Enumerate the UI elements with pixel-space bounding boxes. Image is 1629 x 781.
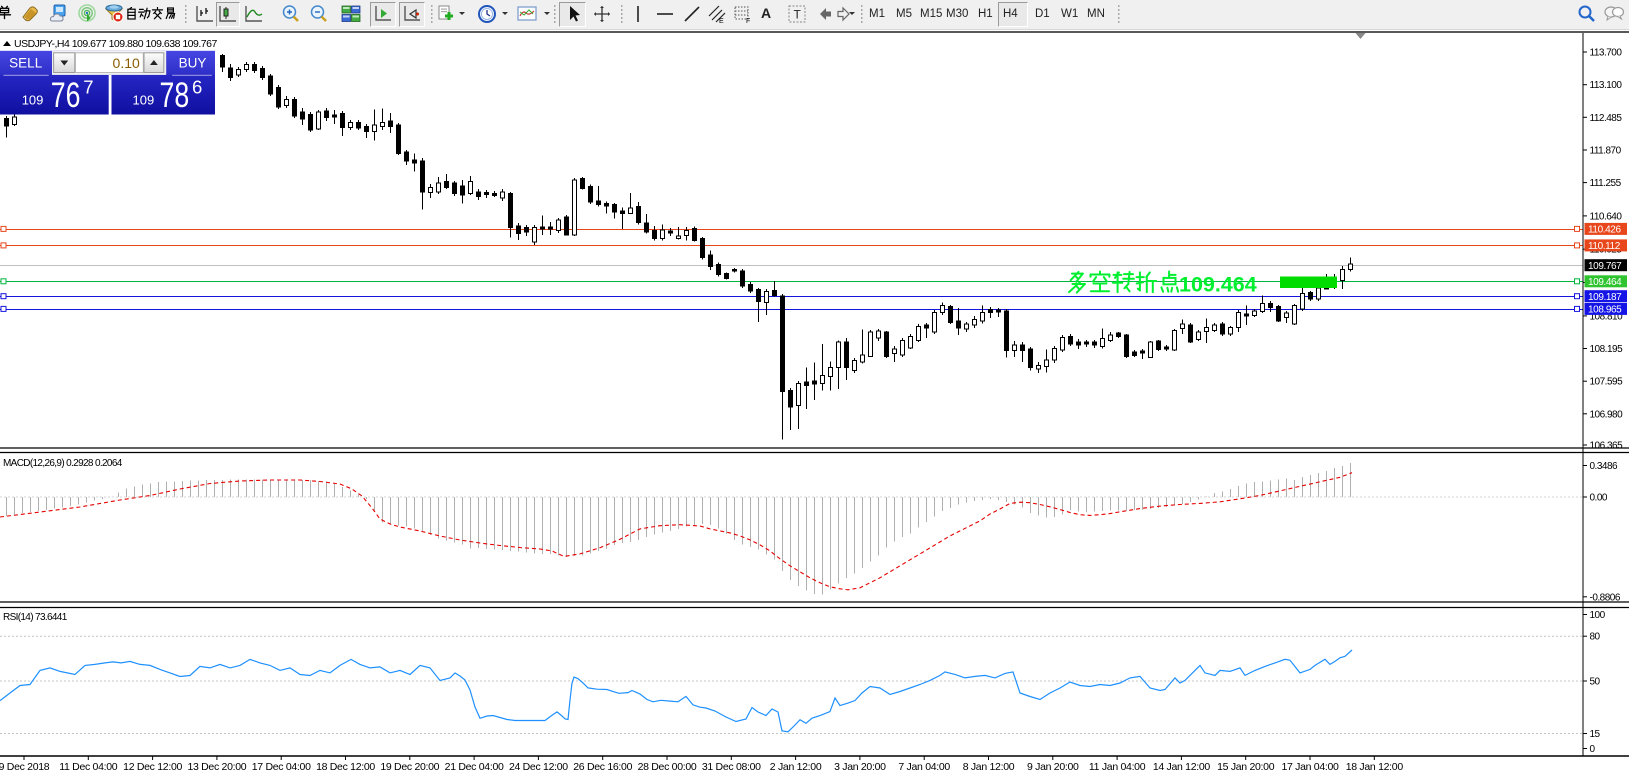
svg-text:107.595: 107.595 <box>1590 377 1624 388</box>
svg-text:19 Dec 20:00: 19 Dec 20:00 <box>380 761 439 773</box>
svg-text:BUY: BUY <box>179 56 207 71</box>
svg-text:0.3486: 0.3486 <box>1590 461 1619 472</box>
svg-text:3 Jan 20:00: 3 Jan 20:00 <box>834 761 886 773</box>
svg-text:21 Dec 04:00: 21 Dec 04:00 <box>445 761 504 773</box>
svg-text:12 Dec 12:00: 12 Dec 12:00 <box>123 761 182 773</box>
svg-text:106.980: 106.980 <box>1590 409 1624 420</box>
svg-text:109: 109 <box>132 92 154 107</box>
svg-text:0.00: 0.00 <box>1590 493 1608 504</box>
svg-text:18 Dec 12:00: 18 Dec 12:00 <box>316 761 375 773</box>
svg-text:0: 0 <box>1590 744 1596 755</box>
svg-text:100: 100 <box>1590 610 1606 621</box>
svg-text:MACD(12,26,9) 0.2928 0.2064: MACD(12,26,9) 0.2928 0.2064 <box>3 458 123 469</box>
svg-text:0.10: 0.10 <box>113 55 140 71</box>
svg-text:110.426: 110.426 <box>1588 225 1621 236</box>
svg-text:E: E <box>719 18 724 24</box>
svg-text:28 Dec 00:00: 28 Dec 00:00 <box>638 761 697 773</box>
svg-text:26 Dec 16:00: 26 Dec 16:00 <box>573 761 632 773</box>
svg-text:110.112: 110.112 <box>1588 241 1621 252</box>
svg-text:113.100: 113.100 <box>1590 80 1623 91</box>
svg-text:17 Dec 04:00: 17 Dec 04:00 <box>252 761 311 773</box>
svg-text:106.365: 106.365 <box>1590 441 1624 452</box>
svg-text:T: T <box>794 8 802 22</box>
svg-text:18 Jan 12:00: 18 Jan 12:00 <box>1346 761 1404 773</box>
svg-text:13 Dec 20:00: 13 Dec 20:00 <box>187 761 246 773</box>
svg-text:112.485: 112.485 <box>1590 113 1623 124</box>
svg-text:113.700: 113.700 <box>1590 48 1623 59</box>
svg-text:-0.8806: -0.8806 <box>1590 592 1621 603</box>
svg-text:6: 6 <box>192 77 202 98</box>
svg-text:SELL: SELL <box>9 56 43 71</box>
svg-text:15 Jan 20:00: 15 Jan 20:00 <box>1217 761 1275 773</box>
svg-text:110.640: 110.640 <box>1590 211 1623 222</box>
svg-text:109.464: 109.464 <box>1179 273 1257 297</box>
svg-text:31 Dec 08:00: 31 Dec 08:00 <box>702 761 761 773</box>
svg-text:109.464: 109.464 <box>1588 277 1622 288</box>
svg-text:78: 78 <box>160 76 190 115</box>
svg-text:7 Jan 04:00: 7 Jan 04:00 <box>898 761 950 773</box>
svg-text:109.767: 109.767 <box>1588 261 1622 272</box>
svg-text:7: 7 <box>83 77 93 98</box>
svg-text:76: 76 <box>51 76 81 115</box>
svg-text:9 Jan 20:00: 9 Jan 20:00 <box>1027 761 1079 773</box>
svg-text:11 Jan 04:00: 11 Jan 04:00 <box>1089 761 1146 773</box>
svg-text:F: F <box>746 18 750 24</box>
svg-text:2 Jan 12:00: 2 Jan 12:00 <box>770 761 822 773</box>
svg-text:109: 109 <box>22 92 44 107</box>
svg-text:USDJPY-,H4 109.677 109.880 10: USDJPY-,H4 109.677 109.880 109.638 109.7… <box>14 38 217 50</box>
svg-text:80: 80 <box>1590 632 1601 643</box>
svg-text:11 Dec 04:00: 11 Dec 04:00 <box>59 761 118 773</box>
svg-text:108.810: 108.810 <box>1590 311 1624 322</box>
svg-text:14 Jan 12:00: 14 Jan 12:00 <box>1153 761 1211 773</box>
svg-text:108.965: 108.965 <box>1588 305 1622 316</box>
svg-text:17 Jan 04:00: 17 Jan 04:00 <box>1281 761 1339 773</box>
svg-text:RSI(14) 73.6441: RSI(14) 73.6441 <box>3 612 68 623</box>
svg-text:111.255: 111.255 <box>1590 178 1622 189</box>
svg-text:111.870: 111.870 <box>1590 146 1622 157</box>
svg-text:24 Dec 12:00: 24 Dec 12:00 <box>509 761 568 773</box>
svg-text:50: 50 <box>1590 677 1601 688</box>
svg-text:8 Jan 12:00: 8 Jan 12:00 <box>963 761 1015 773</box>
svg-text:108.195: 108.195 <box>1590 344 1624 355</box>
svg-text:9 Dec 2018: 9 Dec 2018 <box>0 761 50 773</box>
svg-text:109.187: 109.187 <box>1588 292 1622 303</box>
svg-text:15: 15 <box>1590 729 1601 740</box>
